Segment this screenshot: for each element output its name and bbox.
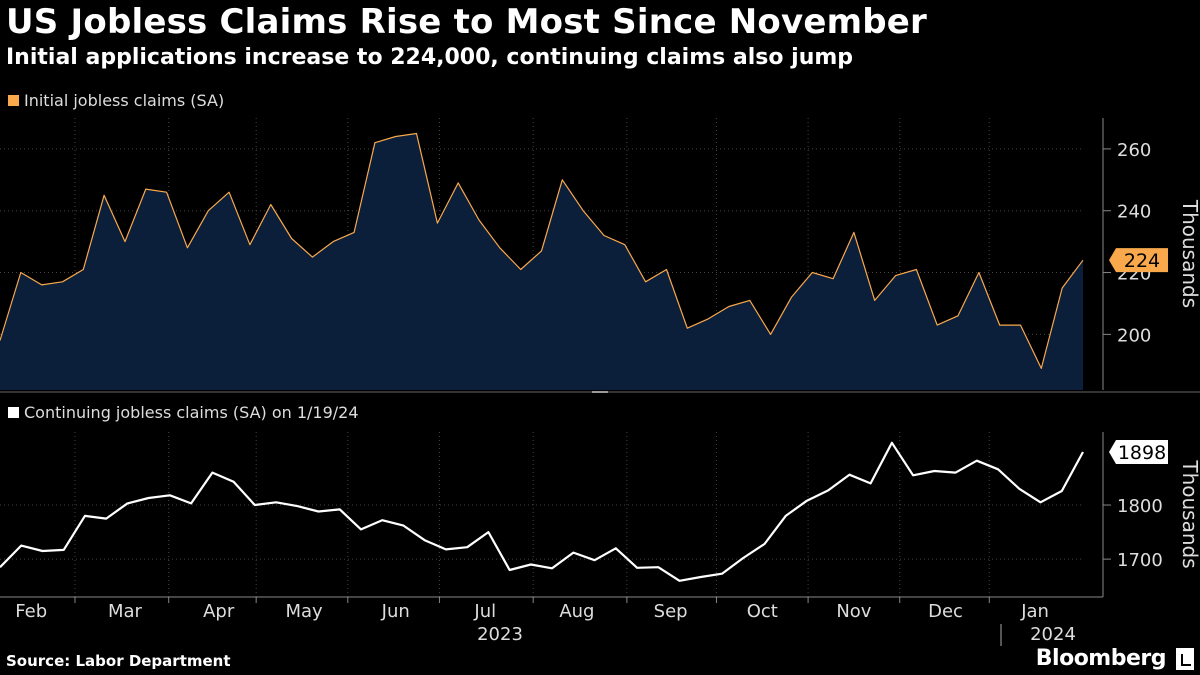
brand-chart-icon [1176,648,1194,670]
source-note: Source: Labor Department [6,652,231,670]
initial-last-value-tag: 224 [1109,248,1168,272]
x-tick-label-apr: Apr [203,601,235,622]
brand-logo-text: Bloomberg [1036,646,1166,671]
initial-ytick-label-200: 200 [1117,325,1151,346]
x-tick-label-sep: Sep [654,601,688,622]
x-tick-label-jul: Jul [473,601,496,622]
continuing-last-value-text: 1898 [1118,442,1166,464]
continuing-last-value-tag: 1898 [1109,440,1168,464]
x-tick-label-dec: Dec [928,601,963,622]
x-tick-label-mar: Mar [108,601,143,622]
x-tick-label-feb: Feb [15,601,47,622]
x-year-label-2023: 2023 [477,624,523,645]
initial-y-axis-title: Thousands [1178,199,1200,308]
initial-last-value-text: 224 [1124,250,1160,272]
x-year-label-2024: 2024 [1030,624,1076,645]
continuing-ytick-label-1700: 1700 [1117,550,1163,571]
continuing-ytick-label-1800: 1800 [1117,496,1163,517]
x-tick-label-oct: Oct [747,601,778,622]
initial-ytick-label-240: 240 [1117,202,1151,223]
x-tick-label-jun: Jun [381,601,410,622]
x-tick-label-nov: Nov [836,601,871,622]
initial-area-fill [0,134,1083,391]
x-tick-label-aug: Aug [559,601,594,622]
continuing-y-axis-title: Thousands [1178,459,1200,568]
continuing-series-line [0,443,1083,581]
x-tick-label-jan: Jan [1020,601,1049,622]
x-tick-label-may: May [285,601,323,622]
initial-ytick-label-260: 260 [1117,140,1151,161]
